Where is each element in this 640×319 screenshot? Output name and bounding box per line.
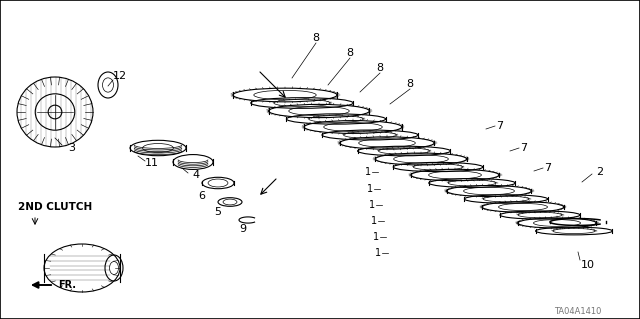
Text: TA04A1410: TA04A1410	[554, 308, 602, 316]
Text: 1: 1	[367, 184, 373, 194]
Text: 6: 6	[198, 191, 205, 201]
Text: 1: 1	[371, 216, 377, 226]
Text: 1: 1	[365, 167, 371, 177]
Text: 1: 1	[373, 232, 379, 242]
Text: 9: 9	[239, 224, 246, 234]
Text: 2: 2	[596, 167, 604, 177]
Text: 1: 1	[375, 248, 381, 258]
Text: 3: 3	[68, 143, 76, 153]
Text: 1: 1	[369, 200, 375, 210]
Text: 5: 5	[214, 207, 221, 217]
Text: 4: 4	[193, 170, 200, 180]
Text: 8: 8	[346, 48, 353, 58]
Text: 7: 7	[520, 143, 527, 153]
Text: FR.: FR.	[58, 280, 76, 290]
Text: 7: 7	[497, 121, 504, 131]
Text: 12: 12	[113, 71, 127, 81]
Text: 7: 7	[545, 163, 552, 173]
Text: 8: 8	[376, 63, 383, 73]
Text: 8: 8	[406, 79, 413, 89]
Text: 11: 11	[145, 158, 159, 168]
Text: 2ND CLUTCH: 2ND CLUTCH	[18, 202, 92, 212]
Text: 10: 10	[581, 260, 595, 270]
Text: 8: 8	[312, 33, 319, 43]
